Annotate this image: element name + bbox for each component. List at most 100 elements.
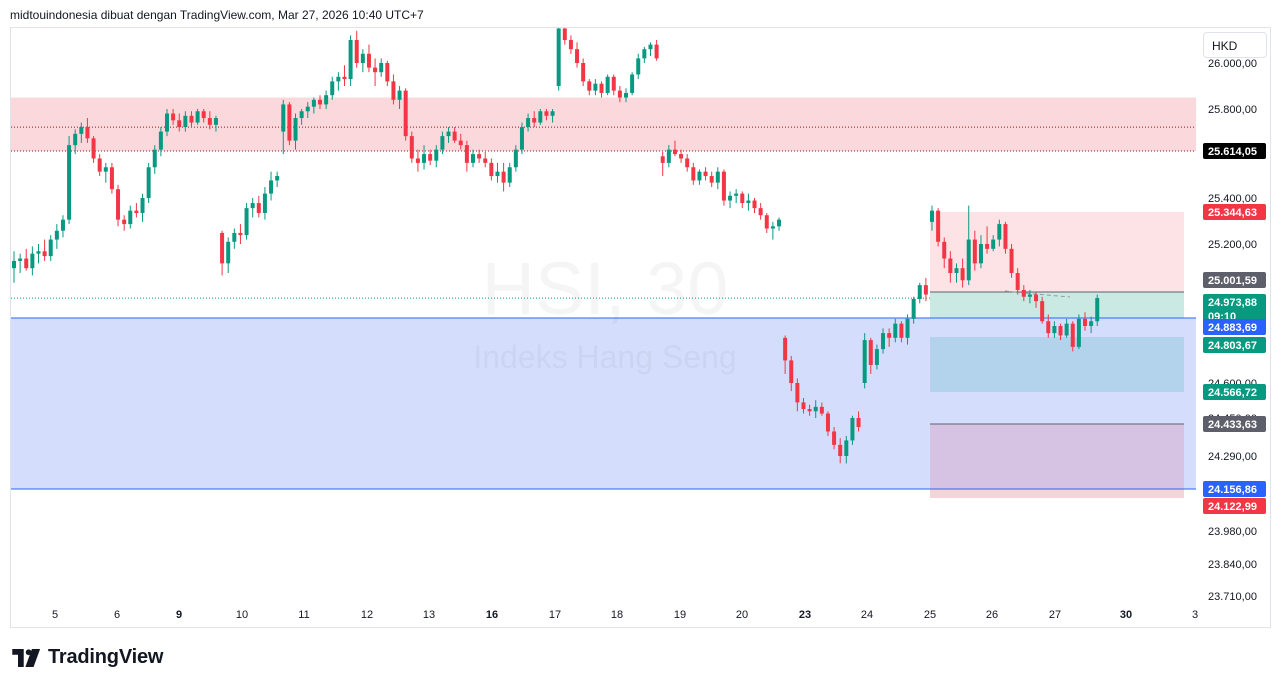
candle[interactable]	[207, 111, 212, 130]
candle[interactable]	[893, 318, 898, 343]
candle[interactable]	[685, 154, 690, 172]
price-label[interactable]: 25.344,63	[1203, 204, 1266, 220]
candle[interactable]	[122, 215, 127, 231]
candle[interactable]	[709, 171, 714, 188]
candle[interactable]	[415, 149, 420, 172]
candle[interactable]	[201, 109, 206, 123]
candle[interactable]	[146, 162, 151, 204]
candle[interactable]	[158, 127, 163, 157]
candle[interactable]	[226, 237, 231, 274]
candle[interactable]	[1046, 314, 1051, 338]
candle[interactable]	[911, 296, 916, 324]
candle[interactable]	[770, 221, 775, 240]
candle[interactable]	[599, 81, 604, 98]
candle[interactable]	[887, 328, 892, 347]
price-label[interactable]: 24.883,69	[1203, 319, 1266, 335]
candle[interactable]	[464, 140, 469, 172]
candle[interactable]	[801, 397, 806, 414]
candle[interactable]	[385, 60, 390, 86]
candle[interactable]	[1070, 321, 1075, 352]
candle[interactable]	[409, 131, 414, 163]
candle[interactable]	[1058, 323, 1063, 341]
candle[interactable]	[318, 95, 322, 109]
candle[interactable]	[213, 115, 218, 132]
candle[interactable]	[495, 162, 500, 183]
candle[interactable]	[1021, 285, 1026, 302]
candle[interactable]	[624, 88, 628, 103]
candle[interactable]	[165, 109, 169, 137]
target-zone-purple[interactable]	[930, 424, 1184, 489]
candle[interactable]	[881, 328, 886, 354]
candle[interactable]	[581, 58, 586, 86]
candle[interactable]	[1003, 221, 1008, 254]
candle[interactable]	[721, 169, 726, 206]
candle[interactable]	[1083, 312, 1087, 331]
candle[interactable]	[1089, 316, 1094, 334]
candle[interactable]	[703, 167, 708, 181]
candle[interactable]	[905, 314, 910, 345]
candle[interactable]	[648, 42, 653, 57]
candle[interactable]	[562, 22, 567, 45]
candle[interactable]	[293, 113, 298, 150]
candle[interactable]	[1027, 289, 1032, 304]
candle[interactable]	[666, 145, 671, 168]
candle[interactable]	[73, 129, 78, 155]
candle[interactable]	[948, 251, 953, 283]
candle[interactable]	[54, 224, 59, 249]
candle[interactable]	[42, 239, 47, 261]
candle[interactable]	[30, 246, 35, 276]
candle[interactable]	[67, 136, 72, 225]
candle[interactable]	[18, 253, 23, 274]
candle[interactable]	[862, 333, 867, 389]
candle[interactable]	[715, 167, 720, 190]
candle[interactable]	[287, 102, 292, 146]
candle[interactable]	[825, 411, 830, 436]
candle[interactable]	[471, 149, 475, 168]
candle[interactable]	[783, 335, 788, 374]
candle[interactable]	[605, 74, 610, 96]
candle[interactable]	[1095, 294, 1100, 326]
candle[interactable]	[103, 162, 108, 183]
candle[interactable]	[532, 111, 537, 128]
price-label[interactable]: 24.803,67	[1203, 337, 1266, 353]
candle[interactable]	[917, 282, 922, 304]
candle[interactable]	[299, 109, 304, 125]
currency-symbol-button[interactable]: HKD	[1203, 32, 1267, 58]
candle[interactable]	[348, 35, 353, 86]
candle[interactable]	[538, 109, 543, 125]
candle[interactable]	[550, 109, 555, 123]
candle[interactable]	[324, 90, 329, 109]
candle[interactable]	[452, 127, 457, 143]
candle[interactable]	[850, 415, 855, 445]
candle[interactable]	[978, 235, 983, 269]
candle[interactable]	[777, 217, 781, 231]
candle[interactable]	[838, 438, 843, 464]
tradingview-logo[interactable]: TradingView	[12, 646, 163, 669]
candle[interactable]	[60, 215, 65, 238]
candle[interactable]	[991, 235, 996, 252]
candle[interactable]	[140, 193, 145, 222]
candle[interactable]	[930, 205, 934, 231]
candle[interactable]	[79, 122, 84, 143]
candle[interactable]	[434, 145, 439, 168]
candle[interactable]	[238, 224, 243, 244]
candle[interactable]	[85, 118, 90, 143]
candle[interactable]	[342, 65, 347, 86]
candle[interactable]	[642, 46, 647, 63]
candle[interactable]	[177, 113, 182, 132]
candle[interactable]	[636, 53, 641, 80]
candle[interactable]	[672, 140, 677, 157]
candle[interactable]	[1076, 314, 1081, 350]
price-label[interactable]: 25.001,59	[1203, 272, 1266, 288]
candle[interactable]	[856, 411, 861, 432]
candle[interactable]	[189, 111, 194, 128]
candle[interactable]	[305, 102, 310, 119]
candle[interactable]	[679, 149, 684, 163]
price-label[interactable]: 24.122,99	[1203, 498, 1266, 514]
target-zone-bottom[interactable]	[930, 489, 1184, 498]
candle[interactable]	[758, 203, 763, 220]
candle[interactable]	[795, 378, 800, 412]
candle[interactable]	[734, 189, 739, 204]
